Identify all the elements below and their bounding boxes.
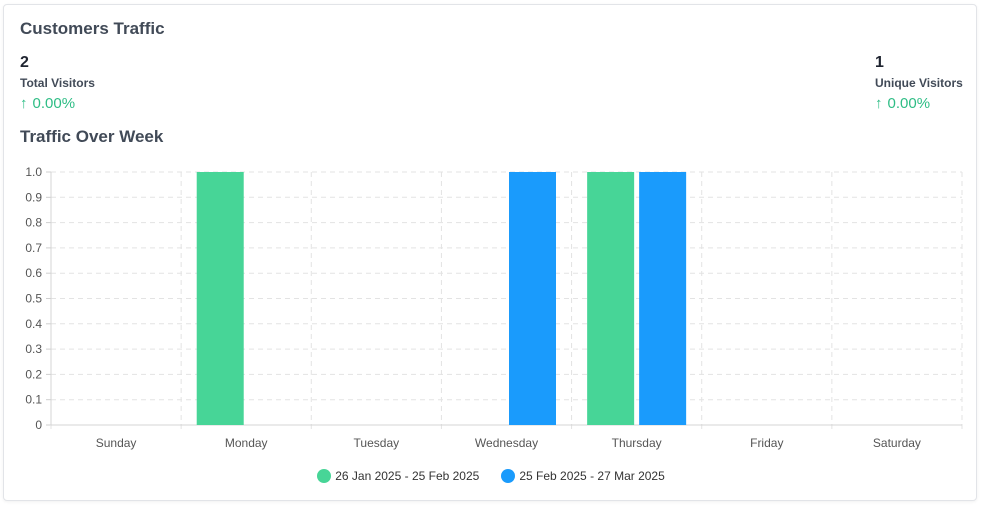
y-tick-label: 0.8 bbox=[25, 216, 42, 230]
legend-item[interactable]: 26 Jan 2025 - 25 Feb 2025 bbox=[317, 469, 479, 483]
customers-traffic-card: Customers Traffic 2 Total Visitors ↑ 0.00… bbox=[3, 4, 977, 501]
legend-label: 26 Jan 2025 - 25 Feb 2025 bbox=[335, 469, 480, 483]
arrow-up-icon: ↑ bbox=[20, 95, 28, 112]
bar-monday-series-1 bbox=[196, 172, 244, 425]
bar-wednesday-series-2 bbox=[509, 172, 556, 425]
legend-item[interactable]: 25 Feb 2025 - 27 Mar 2025 bbox=[501, 469, 665, 483]
legend-swatch-icon bbox=[501, 469, 516, 483]
total-visitors-value: 2 bbox=[20, 54, 29, 71]
unique-visitors-change: ↑ 0.00% bbox=[875, 94, 963, 114]
y-tick-label: 0.2 bbox=[25, 367, 42, 381]
total-visitors-change-value: 0.00% bbox=[32, 95, 76, 112]
x-tick-label: Tuesday bbox=[354, 436, 400, 450]
legend-label: 25 Feb 2025 - 27 Mar 2025 bbox=[519, 469, 665, 483]
total-visitors-stat: 2 Total Visitors ↑ 0.00% bbox=[20, 53, 95, 114]
y-tick-label: 0.3 bbox=[25, 342, 42, 356]
y-tick-label: 0.1 bbox=[25, 393, 42, 407]
arrow-up-icon: ↑ bbox=[875, 95, 883, 112]
unique-visitors-label: Unique Visitors bbox=[875, 76, 963, 90]
y-tick-label: 0 bbox=[35, 418, 42, 432]
y-tick-label: 0.4 bbox=[25, 317, 42, 331]
unique-visitors-stat: 1 Unique Visitors ↑ 0.00% bbox=[875, 53, 963, 114]
y-tick-label: 0.9 bbox=[25, 190, 42, 204]
bar-thursday-series-1 bbox=[587, 172, 635, 425]
bar-thursday-series-2 bbox=[639, 172, 687, 425]
x-tick-label: Monday bbox=[225, 436, 268, 450]
chart-legend: 26 Jan 2025 - 25 Feb 2025 25 Feb 2025 - 2… bbox=[4, 469, 978, 483]
chart-title: Traffic Over Week bbox=[20, 127, 164, 146]
y-tick-label: 0.5 bbox=[25, 292, 42, 306]
total-visitors-change: ↑ 0.00% bbox=[20, 94, 95, 114]
x-tick-label: Wednesday bbox=[475, 436, 538, 450]
y-tick-label: 0.7 bbox=[25, 241, 42, 255]
card-title: Customers Traffic bbox=[20, 19, 165, 38]
unique-visitors-change-value: 0.00% bbox=[887, 95, 931, 112]
x-tick-label: Thursday bbox=[612, 436, 662, 450]
traffic-bar-chart: 0 0.1 0.2 0.3 0.4 0.5 0.6 0.7 0.8 0.9 1.0 Sunday Mon… bbox=[25, 165, 963, 450]
y-tick-label: 0.6 bbox=[25, 266, 42, 280]
x-tick-label: Friday bbox=[750, 436, 783, 450]
y-tick-label: 1.0 bbox=[25, 165, 42, 179]
x-tick-label: Saturday bbox=[873, 436, 921, 450]
total-visitors-label: Total Visitors bbox=[20, 76, 95, 90]
unique-visitors-value: 1 bbox=[875, 54, 884, 71]
legend-swatch-icon bbox=[317, 469, 332, 483]
x-tick-label: Sunday bbox=[96, 436, 137, 450]
